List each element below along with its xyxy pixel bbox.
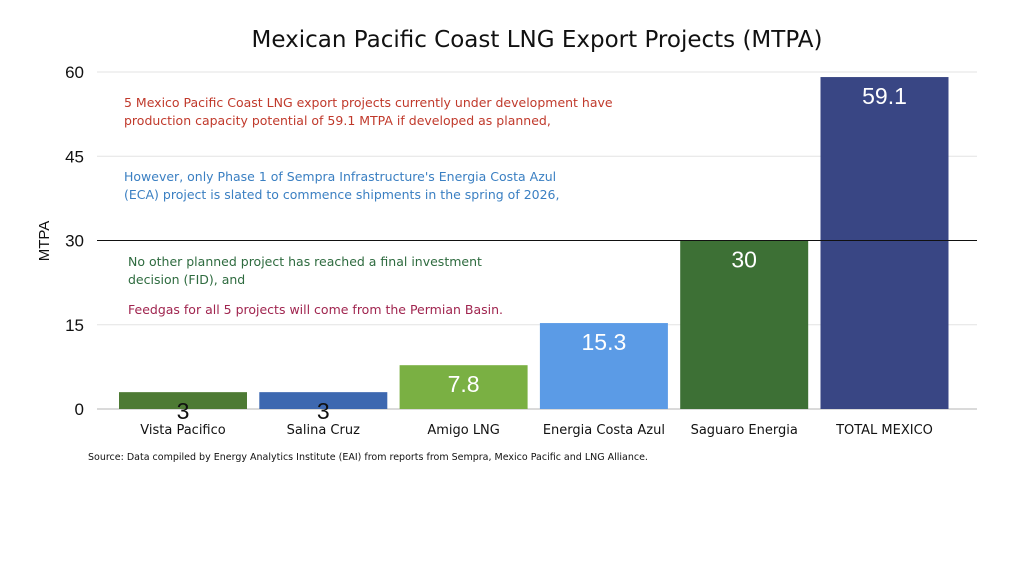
bar-2 (399, 365, 528, 409)
data-label-5: 59.1 (862, 83, 907, 109)
annotation-1-line-1: (ECA) project is slated to commence ship… (124, 187, 559, 202)
y-tick-labels: 0 15 30 45 60 (65, 63, 84, 419)
bar-5 (820, 77, 949, 410)
y-tick-45: 45 (65, 147, 84, 166)
data-label-1: 3 (317, 398, 330, 424)
annotation-1-line-0: However, only Phase 1 of Sempra Infrastr… (124, 169, 556, 184)
y-tick-60: 60 (65, 63, 84, 82)
category-label-5: TOTAL MEXICO (835, 423, 933, 438)
annotation-2-line-0: No other planned project has reached a f… (128, 254, 482, 269)
data-label-0: 3 (177, 398, 190, 424)
annotation-0-line-1: production capacity potential of 59.1 MT… (124, 113, 551, 128)
bars (119, 77, 949, 410)
bar-4 (680, 240, 809, 409)
source-note: Source: Data compiled by Energy Analytic… (88, 452, 648, 463)
y-tick-15: 15 (65, 316, 84, 335)
category-label-4: Saguaro Energia (691, 423, 798, 438)
bar-0 (119, 392, 247, 409)
category-label-0: Vista Pacifico (140, 423, 226, 438)
annotation-2-line-1: decision (FID), and (128, 272, 245, 287)
y-tick-0: 0 (75, 400, 84, 419)
category-label-3: Energia Costa Azul (543, 423, 665, 438)
category-label-1: Salina Cruz (287, 423, 360, 438)
data-label-3: 15.3 (582, 329, 627, 355)
category-label-2: Amigo LNG (427, 423, 500, 438)
data-labels: 3 3 7.8 15.3 30 59.1 (177, 83, 907, 424)
annotation-0-line-0: 5 Mexico Pacific Coast LNG export projec… (124, 95, 613, 110)
annotations: 5 Mexico Pacific Coast LNG export projec… (124, 95, 613, 317)
data-label-4: 30 (731, 247, 757, 273)
data-label-2: 7.8 (448, 371, 480, 397)
y-axis-label: MTPA (36, 221, 53, 262)
bar-3 (539, 323, 668, 409)
annotation-3-line-0: Feedgas for all 5 projects will come fro… (128, 302, 503, 317)
category-labels: Vista Pacifico Salina Cruz Amigo LNG Energi… (140, 423, 933, 438)
bar-1 (259, 392, 388, 409)
y-tick-30: 30 (65, 232, 84, 251)
chart-title: Mexican Pacific Coast LNG Export Project… (252, 27, 823, 53)
